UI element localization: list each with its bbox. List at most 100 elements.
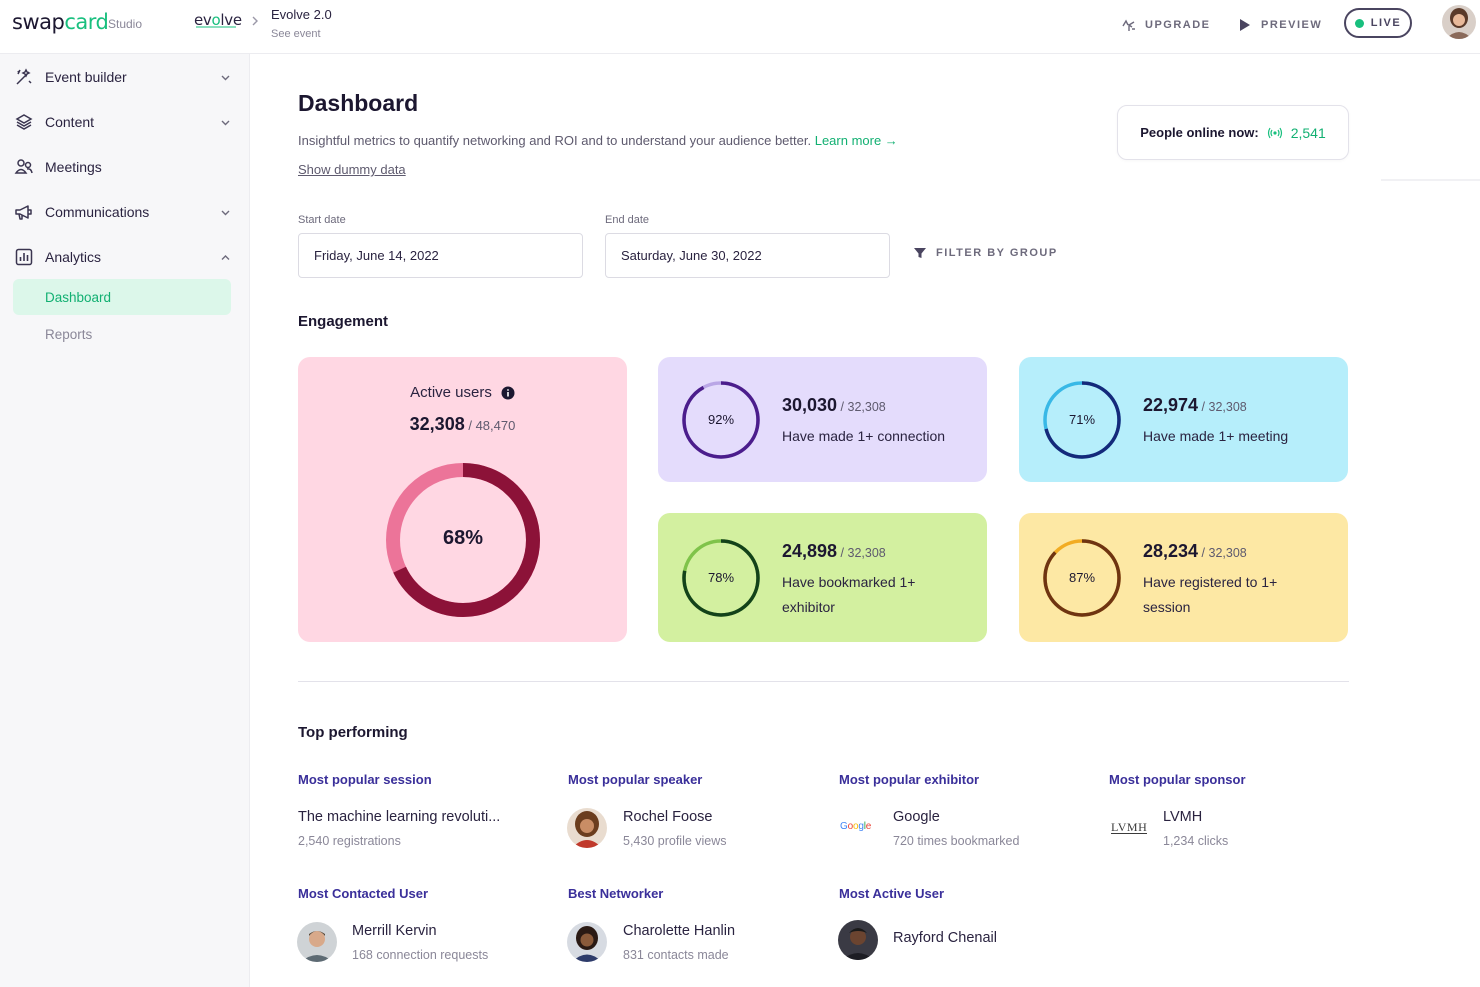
filter-by-group-label: FILTER BY GROUP bbox=[936, 247, 1058, 259]
show-dummy-data-link[interactable]: Show dummy data bbox=[298, 162, 406, 177]
active-user-avatar[interactable] bbox=[838, 920, 878, 960]
chevron-up-icon bbox=[221, 254, 230, 260]
most-popular-session-stat: 2,540 registrations bbox=[298, 834, 401, 848]
live-status-dot bbox=[1354, 18, 1364, 28]
meeting-percent: 71% bbox=[1068, 412, 1096, 427]
sidebar-item-meetings[interactable]: Meetings bbox=[0, 147, 250, 187]
most-popular-speaker-name[interactable]: Rochel Foose bbox=[623, 809, 713, 825]
ring-arc bbox=[682, 539, 760, 617]
most-popular-speaker-label: Most popular speaker bbox=[568, 772, 703, 787]
chart-icon bbox=[15, 248, 33, 266]
sidebar-subitem-dashboard[interactable]: Dashboard bbox=[13, 279, 231, 315]
most-popular-speaker-stat: 5,430 profile views bbox=[623, 834, 727, 848]
wand-icon bbox=[16, 68, 32, 85]
upgrade-icon bbox=[1122, 19, 1135, 31]
sidebar-item-communications[interactable]: Communications bbox=[0, 192, 250, 232]
networker-avatar[interactable] bbox=[567, 922, 607, 962]
chevron-down-icon bbox=[221, 210, 230, 215]
networker-avatar-image bbox=[567, 922, 607, 962]
exhibitor-value: 24,898 bbox=[782, 541, 838, 561]
most-popular-exhibitor-stat: 720 times bookmarked bbox=[893, 834, 1020, 848]
preview-button[interactable]: PREVIEW bbox=[1237, 15, 1322, 35]
swapcard-logo[interactable]: swapcard bbox=[12, 10, 109, 34]
exhibitor-counts: 24,898 / 32,308 bbox=[782, 541, 886, 562]
live-label: LIVE bbox=[1370, 17, 1402, 29]
lvmh-logo: LVMH bbox=[1111, 820, 1148, 834]
chevron-down-icon bbox=[221, 120, 230, 125]
live-button[interactable]: LIVE bbox=[1344, 8, 1412, 38]
engagement-title: Engagement bbox=[298, 313, 389, 330]
connection-progress-ring bbox=[682, 381, 760, 459]
chevron-down-icon bbox=[221, 75, 230, 80]
contacted-user-avatar[interactable] bbox=[297, 922, 337, 962]
active-users-label: Active users bbox=[410, 384, 492, 401]
most-contacted-user-label: Most Contacted User bbox=[298, 886, 429, 901]
connection-description: Have made 1+ connection bbox=[782, 428, 946, 444]
user-avatar-image bbox=[1442, 5, 1476, 39]
exhibitor-total: / 32,308 bbox=[840, 546, 886, 560]
see-event-link[interactable]: See event bbox=[271, 28, 321, 40]
most-popular-sponsor-stat: 1,234 clicks bbox=[1163, 834, 1229, 848]
sidebar-item-event-builder[interactable]: Event builder bbox=[0, 57, 250, 97]
broadcast-icon bbox=[1267, 127, 1282, 138]
sidebar-item-content[interactable]: Content bbox=[0, 102, 250, 142]
meeting-metric-card: 71% 22,974 / 32,308 Have made 1+ meeting bbox=[1019, 357, 1348, 482]
top-performing-title: Top performing bbox=[298, 724, 408, 741]
connection-percent: 92% bbox=[707, 412, 735, 427]
megaphone-icon bbox=[15, 205, 32, 220]
sidebar-item-label: Communications bbox=[45, 204, 150, 220]
sidebar-subitem-reports[interactable]: Reports bbox=[45, 326, 93, 342]
filter-by-group-button[interactable]: FILTER BY GROUP bbox=[913, 246, 1058, 260]
upgrade-button[interactable]: UPGRADE bbox=[1121, 15, 1211, 35]
evolve-logo[interactable]: evolve bbox=[194, 11, 242, 29]
exhibitor-metric-card: 78% 24,898 / 32,308 Have bookmarked 1+ e… bbox=[658, 513, 987, 642]
evolve-logo-underline bbox=[196, 26, 236, 28]
end-date-input[interactable] bbox=[605, 233, 890, 278]
speaker-avatar[interactable] bbox=[567, 808, 607, 848]
most-popular-exhibitor-name[interactable]: Google bbox=[893, 809, 940, 825]
preview-label: PREVIEW bbox=[1261, 19, 1323, 31]
most-active-user-name[interactable]: Rayford Chenail bbox=[893, 930, 997, 946]
chevron-right-icon bbox=[252, 16, 258, 26]
most-popular-session-name[interactable]: The machine learning revoluti... bbox=[298, 809, 501, 825]
session-percent: 87% bbox=[1068, 570, 1096, 585]
best-networker-label: Best Networker bbox=[568, 886, 664, 901]
connection-metric-card: 92% 30,030 / 32,308 Have made 1+ connect… bbox=[658, 357, 987, 482]
active-users-donut bbox=[386, 463, 540, 617]
page-title: Dashboard bbox=[298, 90, 419, 116]
sidebar-item-label: Event builder bbox=[45, 69, 127, 85]
start-date-input[interactable] bbox=[298, 233, 583, 278]
user-avatar[interactable] bbox=[1442, 5, 1476, 39]
session-value: 28,234 bbox=[1143, 541, 1199, 561]
learn-more-link[interactable]: Learn more → bbox=[814, 133, 898, 148]
layers-icon bbox=[15, 114, 33, 130]
speaker-avatar-image bbox=[567, 808, 607, 848]
people-online-card: People online now: 2,541 bbox=[1117, 105, 1349, 160]
exhibitor-progress-ring bbox=[682, 539, 760, 617]
info-icon[interactable] bbox=[501, 386, 515, 400]
exhibitor-description: Have bookmarked 1+ exhibitor bbox=[782, 574, 916, 615]
most-popular-sponsor-label: Most popular sponsor bbox=[1109, 772, 1246, 787]
active-user-avatar-image bbox=[838, 920, 878, 960]
top-bar: swapcard Studio evolve Evolve 2.0 See ev… bbox=[0, 0, 1480, 54]
meeting-progress-ring bbox=[1043, 381, 1121, 459]
active-users-donut-arc bbox=[386, 463, 540, 617]
connection-counts: 30,030 / 32,308 bbox=[782, 395, 886, 416]
most-active-user-label: Most Active User bbox=[839, 886, 944, 901]
divider-line bbox=[1381, 179, 1480, 181]
active-users-header: Active users bbox=[298, 384, 627, 401]
connection-total: / 32,308 bbox=[840, 400, 886, 414]
section-divider bbox=[298, 681, 1349, 682]
sidebar-item-analytics[interactable]: Analytics bbox=[0, 237, 250, 277]
people-icon bbox=[14, 159, 33, 174]
meeting-total: / 32,308 bbox=[1201, 400, 1247, 414]
active-users-percent: 68% bbox=[442, 527, 484, 549]
session-counts: 28,234 / 32,308 bbox=[1143, 541, 1247, 562]
most-contacted-user-name[interactable]: Merrill Kervin bbox=[352, 923, 437, 939]
studio-label: Studio bbox=[108, 17, 143, 31]
start-date-label: Start date bbox=[298, 214, 346, 226]
best-networker-name[interactable]: Charolette Hanlin bbox=[623, 923, 736, 939]
main-content: Dashboard Insightful metrics to quantify… bbox=[251, 54, 1480, 987]
most-popular-sponsor-name[interactable]: LVMH bbox=[1163, 809, 1203, 825]
exhibitor-percent: 78% bbox=[707, 570, 735, 585]
